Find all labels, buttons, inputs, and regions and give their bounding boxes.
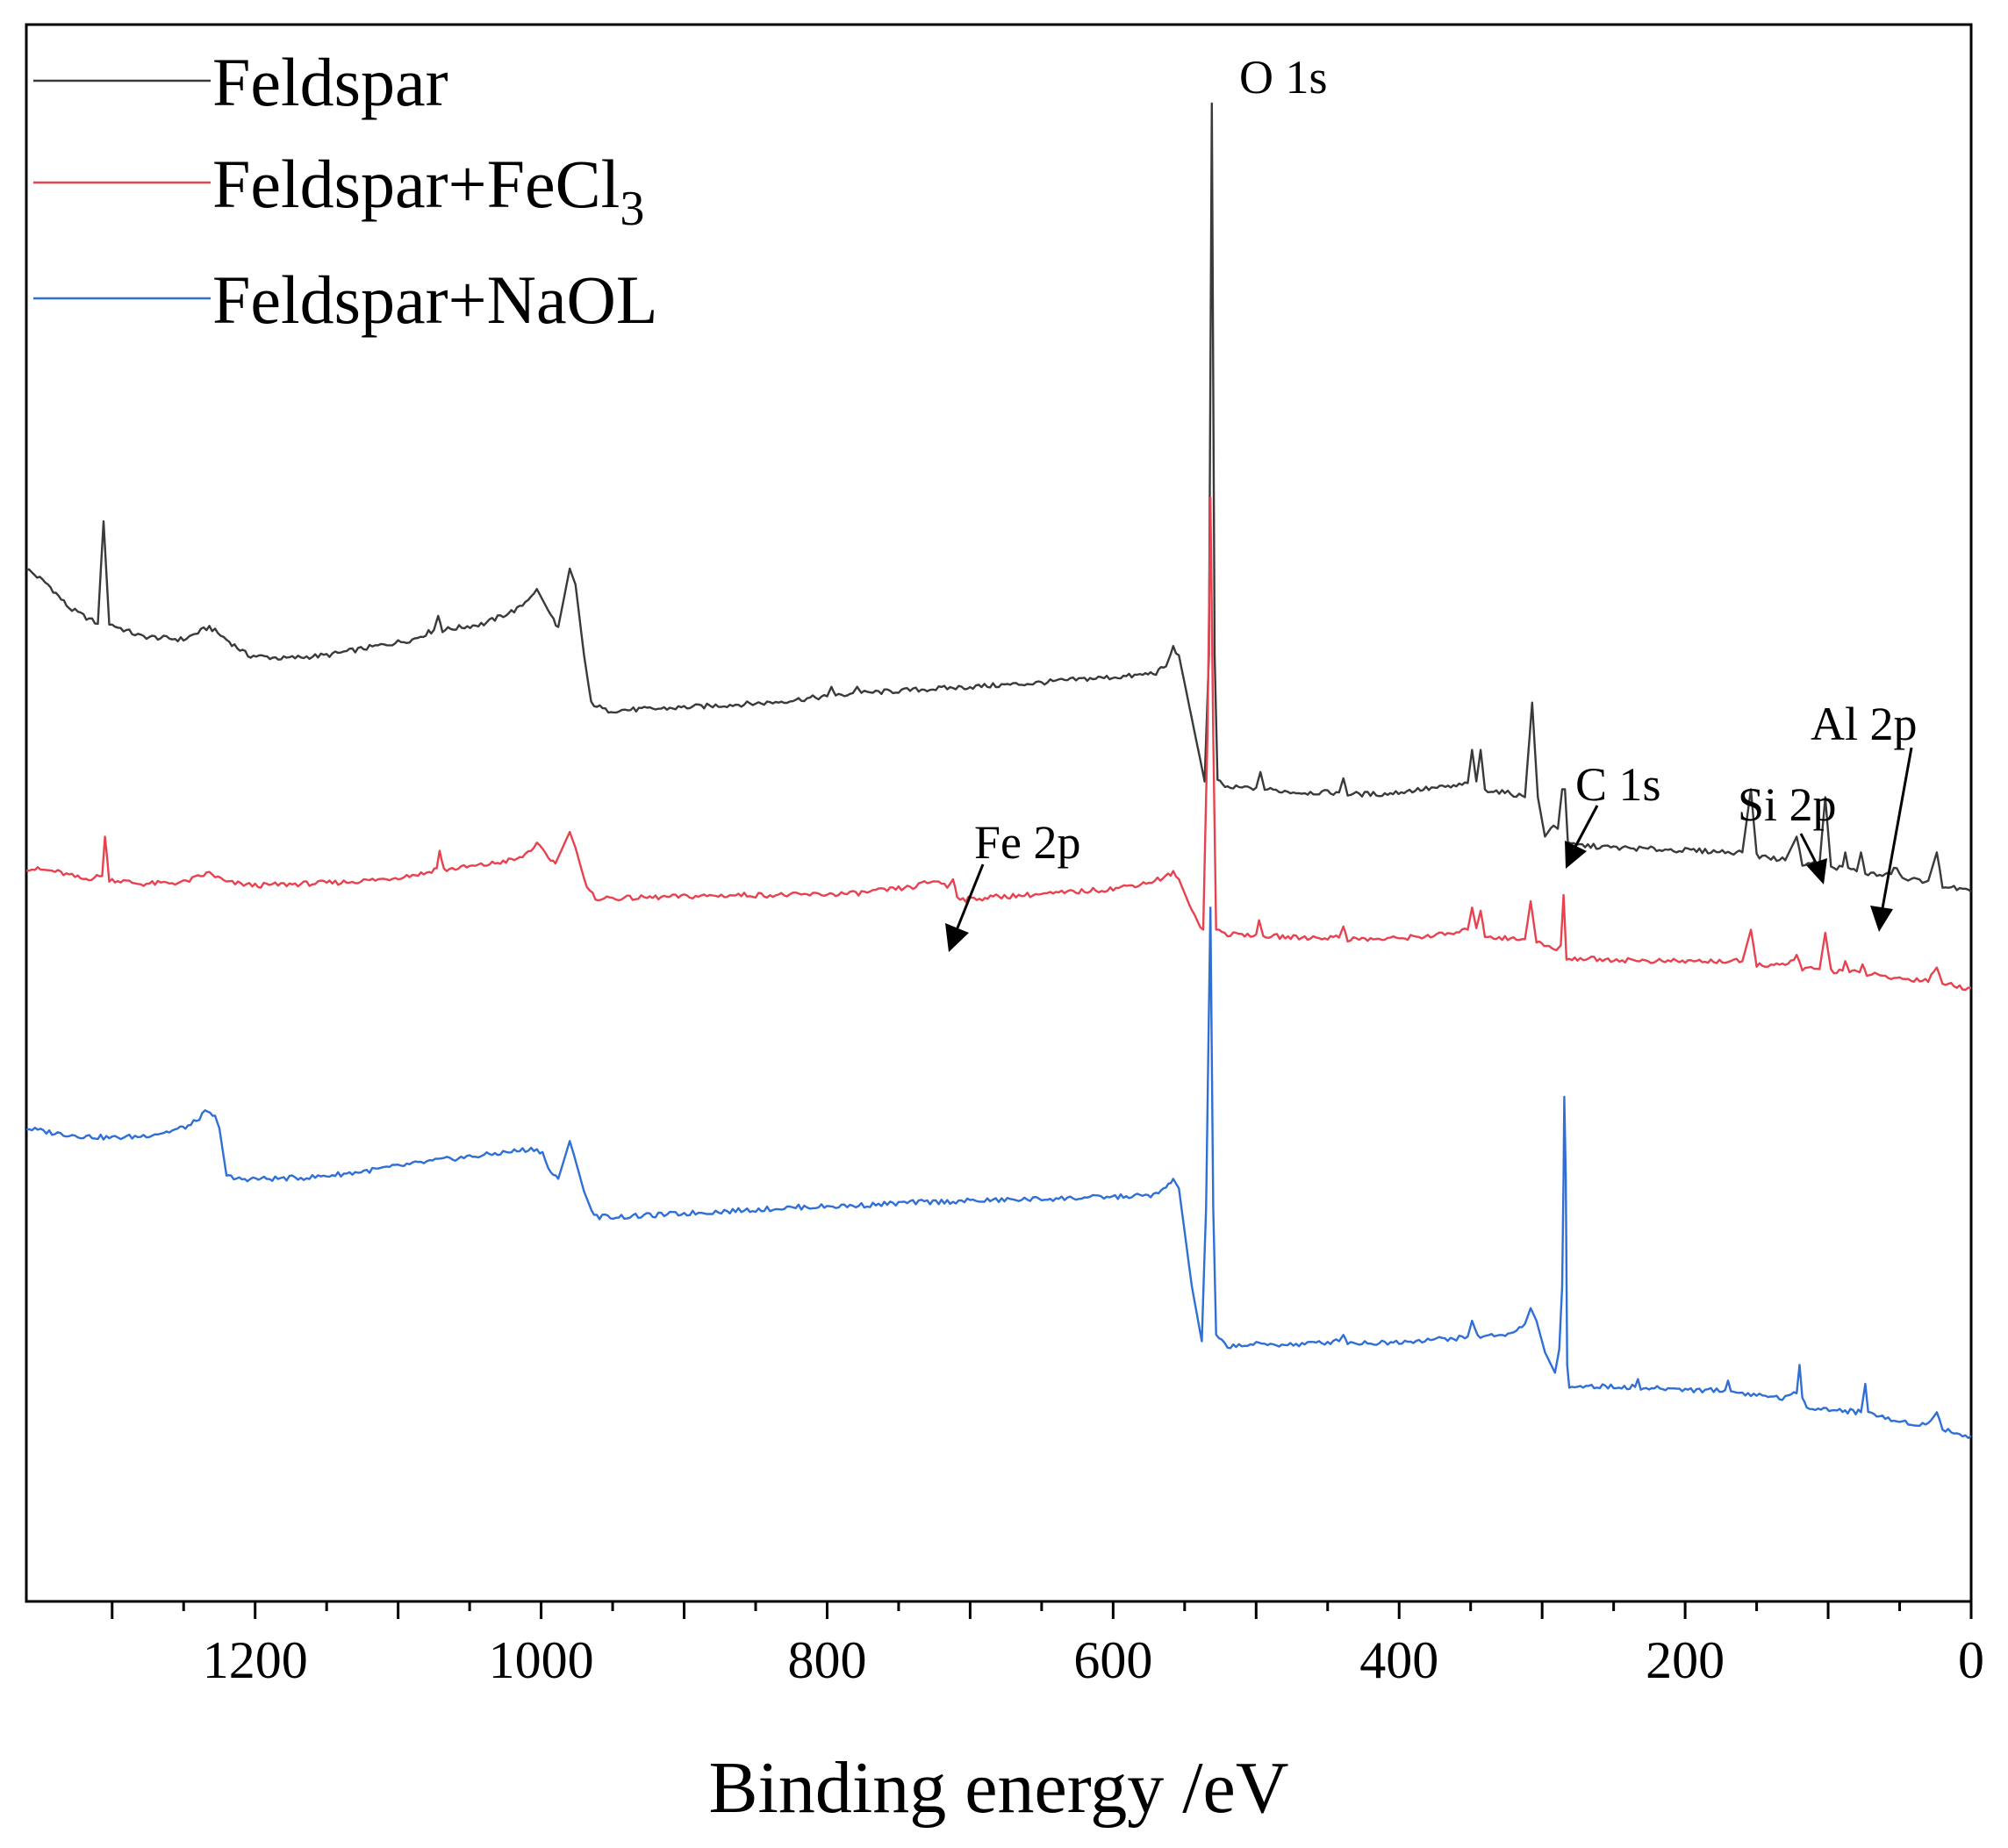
- series-lines: [25, 102, 1972, 1439]
- annotation-fe2p-arrowhead: [945, 923, 969, 952]
- series-line-feldspar-fecl3: [25, 496, 1972, 992]
- legend-label-feldspar-naol: Feldspar+NaOL: [212, 261, 658, 338]
- x-tick-label-800: 800: [787, 1631, 866, 1689]
- legend-item-feldspar-fecl3: Feldspar+FeCl3: [33, 146, 644, 236]
- x-axis-tick-labels: 1200 1000 800 600 400 200 0: [203, 1631, 1984, 1689]
- annotation-al2p-arrow: [1881, 747, 1913, 909]
- legend: Feldspar Feldspar+FeCl3 Feldspar+NaOL: [33, 44, 658, 338]
- legend-label-feldspar: Feldspar: [212, 44, 448, 120]
- annotation-fe2p-label: Fe 2p: [974, 816, 1081, 869]
- annotation-si2p-arrow: [1799, 833, 1818, 865]
- annotation-al2p-arrowhead: [1870, 906, 1893, 932]
- x-tick-label-200: 200: [1646, 1631, 1725, 1689]
- legend-item-feldspar-naol: Feldspar+NaOL: [33, 261, 658, 338]
- x-axis-ticks: [111, 1601, 1973, 1619]
- x-axis-title: Binding energy /eV: [708, 1747, 1288, 1829]
- series-line-feldspar: [25, 102, 1972, 893]
- x-tick-label-600: 600: [1073, 1631, 1152, 1689]
- annotation-si2p-label: Si 2p: [1738, 778, 1837, 831]
- x-tick-label-1200: 1200: [203, 1631, 308, 1689]
- annotation-fe2p-arrow: [955, 863, 985, 931]
- legend-item-feldspar: Feldspar: [33, 44, 448, 120]
- series-line-feldspar-naol: [25, 906, 1972, 1439]
- annotation-c1s-arrow: [1574, 805, 1599, 848]
- x-tick-label-400: 400: [1359, 1631, 1438, 1689]
- legend-label-feldspar-fecl3: Feldspar+FeCl3: [212, 146, 644, 236]
- x-tick-label-1000: 1000: [489, 1631, 594, 1689]
- annotation-si2p-arrowhead: [1806, 858, 1827, 885]
- plot-area-frame: [25, 23, 1973, 1603]
- annotation-c1s-label: C 1s: [1575, 758, 1661, 811]
- x-tick-label-0: 0: [1958, 1631, 1984, 1689]
- annotation-o1s-label: O 1s: [1239, 51, 1328, 104]
- annotation-al2p-label: Al 2p: [1811, 698, 1918, 750]
- annotation-c1s-arrowhead: [1565, 841, 1587, 869]
- peak-annotations: O 1s Fe 2p C 1s Si 2p Al 2p: [945, 51, 1918, 952]
